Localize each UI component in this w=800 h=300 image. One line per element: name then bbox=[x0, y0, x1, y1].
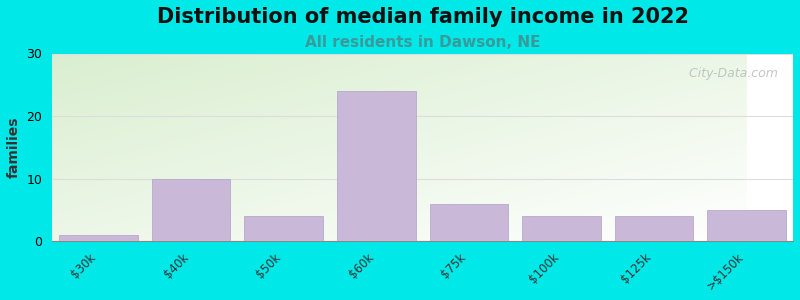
Y-axis label: families: families bbox=[7, 117, 21, 178]
Bar bbox=[337, 91, 416, 241]
Title: Distribution of median family income in 2022: Distribution of median family income in … bbox=[157, 7, 689, 27]
Bar bbox=[244, 216, 323, 241]
Bar bbox=[430, 204, 508, 241]
Bar bbox=[152, 179, 230, 241]
Bar bbox=[59, 235, 138, 241]
Text: All residents in Dawson, NE: All residents in Dawson, NE bbox=[305, 35, 540, 50]
Bar bbox=[614, 216, 694, 241]
Text: City-Data.com: City-Data.com bbox=[682, 67, 778, 80]
Bar bbox=[522, 216, 601, 241]
Bar bbox=[707, 210, 786, 241]
